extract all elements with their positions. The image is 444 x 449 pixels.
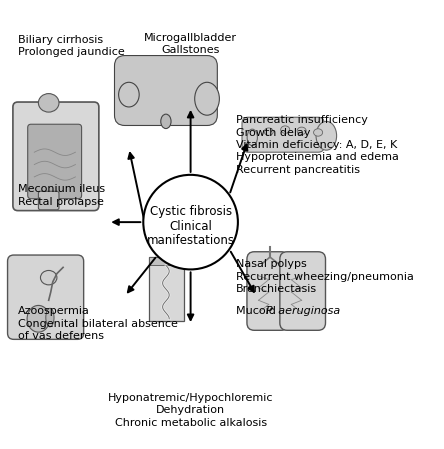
- Text: Cystic fibrosis: Cystic fibrosis: [150, 205, 232, 218]
- FancyBboxPatch shape: [115, 56, 217, 125]
- Circle shape: [143, 175, 238, 269]
- Bar: [150, 257, 184, 321]
- Ellipse shape: [264, 128, 273, 135]
- Ellipse shape: [297, 127, 306, 135]
- FancyBboxPatch shape: [242, 117, 324, 152]
- Ellipse shape: [39, 93, 59, 112]
- Ellipse shape: [40, 270, 57, 285]
- FancyBboxPatch shape: [280, 252, 325, 330]
- Ellipse shape: [281, 126, 290, 133]
- FancyBboxPatch shape: [13, 102, 99, 211]
- FancyBboxPatch shape: [28, 124, 82, 199]
- Ellipse shape: [119, 82, 139, 107]
- FancyBboxPatch shape: [8, 255, 83, 339]
- Text: manifestations: manifestations: [147, 234, 234, 247]
- Ellipse shape: [247, 129, 258, 145]
- Text: Mucoid: Mucoid: [236, 306, 279, 316]
- Bar: [150, 257, 184, 265]
- Text: Meconium ileus
Rectal prolapse: Meconium ileus Rectal prolapse: [18, 184, 105, 207]
- Ellipse shape: [195, 82, 219, 115]
- Text: Microgallbladder
Gallstones: Microgallbladder Gallstones: [144, 33, 237, 55]
- Text: Pancreatic insufficiency
Growth delay
Vitamin deficiency: A, D, E, K
Hypoprotein: Pancreatic insufficiency Growth delay Vi…: [236, 115, 399, 175]
- Text: Biliary cirrhosis
Prolonged jaundice: Biliary cirrhosis Prolonged jaundice: [18, 35, 125, 57]
- Text: Hyponatremic/Hypochloremic
Dehydration
Chronic metabolic alkalosis: Hyponatremic/Hypochloremic Dehydration C…: [108, 393, 274, 427]
- Ellipse shape: [161, 114, 171, 128]
- Ellipse shape: [313, 129, 323, 136]
- Text: Azoospermia
Congenital bilateral absence
of vas deferens: Azoospermia Congenital bilateral absence…: [18, 307, 178, 341]
- Text: P. aeruginosa: P. aeruginosa: [266, 306, 340, 316]
- Ellipse shape: [46, 308, 54, 327]
- Text: Nasal polyps
Recurrent wheezing/pneumonia
Bronchiectasis: Nasal polyps Recurrent wheezing/pneumoni…: [236, 259, 414, 294]
- Text: Clinical: Clinical: [169, 220, 212, 233]
- FancyBboxPatch shape: [247, 252, 289, 330]
- Ellipse shape: [27, 305, 50, 332]
- FancyBboxPatch shape: [39, 191, 59, 210]
- Ellipse shape: [316, 121, 337, 150]
